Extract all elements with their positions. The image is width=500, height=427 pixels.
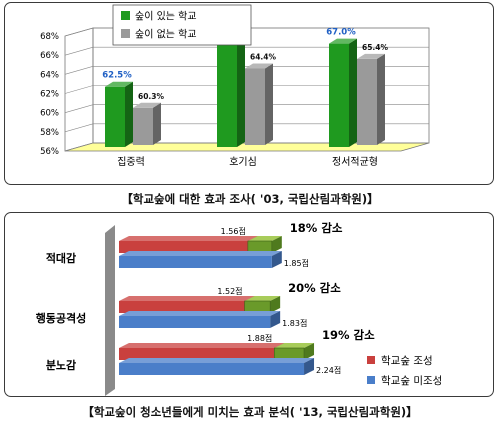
bar-forest [119, 301, 245, 313]
bar-forest [119, 348, 275, 360]
legend-label: 학교숲 미조성 [381, 375, 442, 387]
x-tick-label: 집중력 [117, 156, 145, 168]
reduction-side [270, 296, 281, 313]
gridline [64, 142, 429, 152]
reduction-top [274, 343, 315, 348]
bar-top [119, 311, 281, 316]
data-label: 1.56점 [221, 226, 246, 236]
data-label: 1.83점 [282, 318, 307, 328]
bar-side [237, 39, 245, 147]
data-label: 2.24점 [316, 365, 341, 375]
reduction-label: 20% 감소 [288, 281, 341, 295]
gridline [64, 85, 429, 94]
caption-top: 【학교숲에 대한 효과 조사( '03, 국립산림과학원)】 [121, 192, 379, 206]
bar-top [105, 81, 133, 87]
legend-swatch [367, 376, 375, 384]
category-label: 분노감 [46, 358, 76, 372]
legend-swatch [367, 356, 375, 364]
category-label: 행동공격성 [36, 311, 87, 325]
data-label: 64.4% [250, 53, 277, 62]
y-tick-label: 62% [40, 90, 59, 100]
bar-top [329, 38, 357, 44]
y-tick-label: 64% [40, 70, 59, 80]
bar-forest [105, 86, 125, 147]
bar-side [271, 251, 282, 268]
bar-top [119, 296, 255, 301]
data-label: 60.3% [138, 92, 165, 101]
gridline [64, 104, 429, 113]
bar-top [119, 343, 285, 348]
bar-top [133, 102, 161, 108]
axis-wall [105, 225, 115, 396]
legend: 숲이 있는 학교숲이 없는 학교 [112, 4, 252, 46]
bar-top [119, 236, 258, 241]
data-label: 1.85점 [284, 258, 309, 268]
bar-top [245, 63, 273, 69]
caption-bottom: 【학교숲이 청소년들에게 미치는 효과 분석( '13, 국립산림과학원)】 [82, 405, 418, 419]
bar-no-forest [133, 107, 153, 145]
y-tick-label: 58% [40, 128, 59, 138]
y-tick-label: 60% [40, 109, 59, 119]
bar-no-forest [245, 68, 265, 145]
data-label: 67.0% [326, 28, 356, 38]
reduction-label: 18% 감소 [290, 221, 343, 235]
bar-side [125, 81, 133, 147]
reduction-side [304, 343, 315, 360]
data-label: 1.52점 [217, 286, 242, 296]
bar-side [270, 311, 281, 328]
gridline [64, 66, 429, 75]
bar-no-forest [119, 316, 271, 328]
data-label: 1.88점 [247, 333, 272, 343]
bar-forest [217, 44, 237, 147]
bar-side [304, 358, 315, 375]
legend-label: 숲이 없는 학교 [135, 28, 197, 41]
bar-no-forest [119, 363, 305, 375]
x-tick-label: 호기심 [229, 156, 257, 168]
bar-no-forest [357, 58, 377, 145]
bar-side [153, 102, 161, 145]
data-label: 62.5% [102, 71, 132, 81]
reduction-top [247, 236, 282, 241]
y-tick-label: 66% [40, 51, 59, 61]
category-label: 적대감 [46, 251, 76, 265]
legend-box [112, 4, 252, 46]
gridline [64, 46, 429, 56]
reduction-top [244, 296, 281, 301]
gridline [64, 27, 429, 37]
bar-forest [119, 241, 248, 253]
legend-label: 학교숲 조성 [381, 355, 433, 367]
bar-chart-top: 56%58%60%62%64%66%68%62.5%60.3%집중력66.9%6… [40, 4, 430, 168]
chart-panel-top: 56%58%60%62%64%66%68%62.5%60.3%집중력66.9%6… [4, 2, 494, 185]
bar-top [119, 251, 282, 256]
bar-side [377, 53, 385, 145]
y-tick-label: 68% [40, 32, 59, 42]
legend-swatch [121, 11, 130, 20]
bar-no-forest [119, 256, 272, 268]
bar-side [349, 38, 357, 148]
legend-swatch [121, 29, 130, 38]
bar-top [119, 358, 315, 363]
x-tick-label: 정서적균형 [332, 156, 378, 168]
gridline [64, 123, 429, 133]
reduction-label: 19% 감소 [322, 328, 375, 342]
legend-label: 숲이 있는 학교 [135, 11, 197, 23]
data-label: 65.4% [362, 43, 389, 52]
bar-top [357, 53, 385, 59]
reduction-side [271, 236, 282, 253]
y-tick-label: 56% [40, 147, 59, 157]
bar-side [265, 63, 273, 145]
bar-forest [329, 43, 349, 148]
